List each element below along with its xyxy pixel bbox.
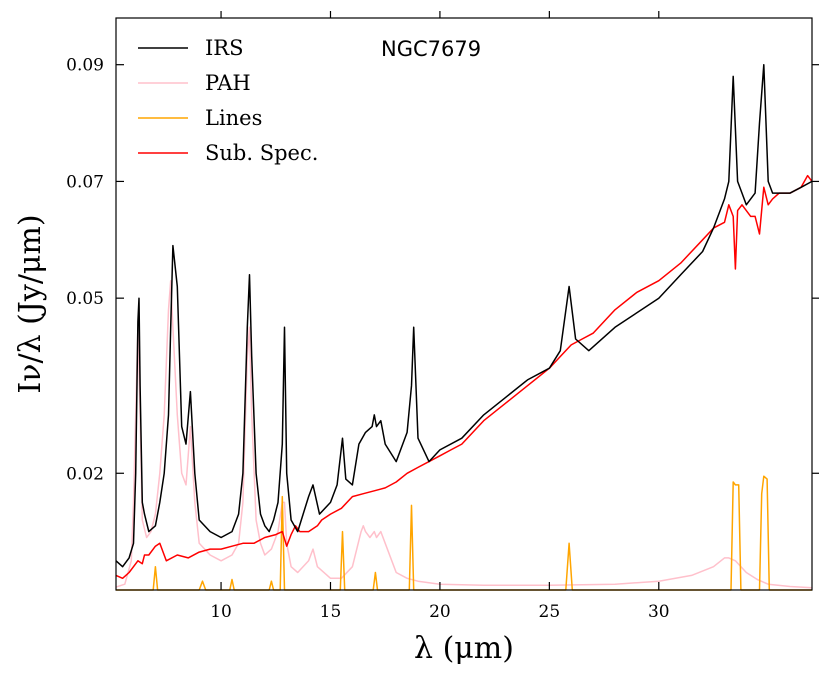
legend-label-lines: Lines xyxy=(205,106,262,130)
y-tick-label: 0.02 xyxy=(66,464,104,484)
legend-label-sub-spec: Sub. Spec. xyxy=(205,141,318,165)
series-line-sub-spec xyxy=(115,174,813,580)
legend-label-pah: PAH xyxy=(205,71,251,95)
series-line-irs xyxy=(115,63,813,568)
x-tick-label: 25 xyxy=(539,602,561,622)
series-line-pah xyxy=(115,279,813,589)
legend-label-irs: IRS xyxy=(205,36,244,60)
legend: IRS PAH Lines Sub. Spec. xyxy=(138,36,318,165)
plot-background xyxy=(116,18,812,590)
y-axis-label: Iν/λ (Jy/μm) xyxy=(13,214,48,393)
plot-frame xyxy=(115,17,813,591)
chart-title: NGC7679 xyxy=(381,37,481,61)
tick-layer: 10 15 20 25 30 0.02 0.05 0.07 0.09 xyxy=(66,11,819,622)
x-tick-label: 20 xyxy=(429,602,451,622)
y-tick-label: 0.09 xyxy=(66,56,104,76)
x-axis-label: λ (μm) xyxy=(414,631,514,666)
y-tick-label: 0.07 xyxy=(66,172,104,192)
y-tick-label: 0.05 xyxy=(66,289,104,309)
x-tick-label: 30 xyxy=(648,602,670,622)
x-tick-label: 15 xyxy=(320,602,342,622)
x-tick-label: 10 xyxy=(210,602,232,622)
